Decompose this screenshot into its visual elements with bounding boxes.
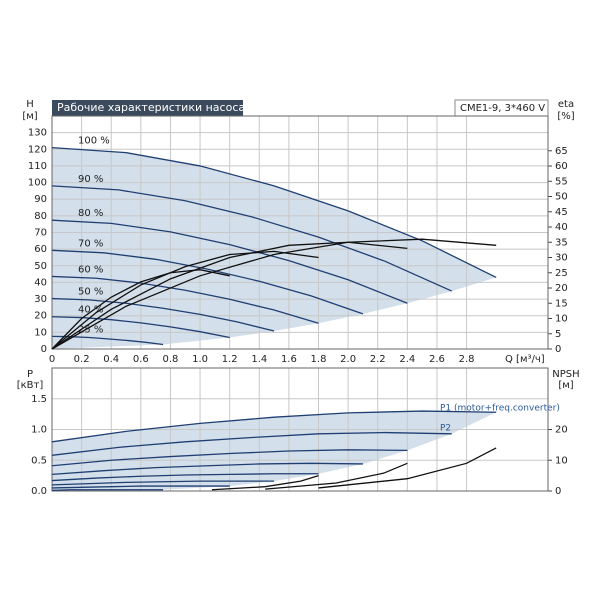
x-label: Q [м³/ч]: [505, 354, 545, 365]
plot-frame: [51, 367, 549, 492]
y-label: P: [27, 369, 33, 380]
x-tick-label: 1.6: [281, 354, 297, 365]
secondary-curve: [51, 269, 230, 350]
x-tick-label: 0.4: [103, 354, 119, 365]
y-tick-label: 130: [28, 128, 47, 139]
y-tick-label: 10: [34, 327, 47, 338]
y2-tick-label: 20: [555, 425, 568, 436]
secondary-curve: [318, 447, 497, 489]
curve: [51, 316, 230, 339]
model-label: CME1-9, 3*460 V: [460, 103, 545, 114]
curve: [51, 473, 319, 482]
curve: [51, 249, 364, 315]
x-tick-label: 1.0: [192, 354, 208, 365]
y-tick-label: 80: [34, 211, 47, 222]
chart-title: Рабочие характеристики насоса: [57, 101, 245, 114]
y-tick-label: 0.0: [31, 486, 47, 497]
x-tick-label: 0.2: [74, 354, 90, 365]
secondary-curve: [265, 462, 408, 490]
y2-tick-label: 55: [555, 176, 568, 187]
x-tick-label: 1.2: [222, 354, 238, 365]
y2-tick-label: 5: [555, 329, 561, 340]
secondary-curve: [51, 238, 497, 350]
y-tick-label: 60: [34, 244, 47, 255]
x-tick-label: 2.0: [340, 354, 356, 365]
curve-label: 50 %: [78, 287, 103, 298]
curve: [51, 480, 275, 486]
y-tick-label: 100: [28, 178, 47, 189]
y-tick-label: 1.5: [31, 394, 47, 405]
curve-label: 60 %: [78, 264, 103, 275]
y-tick-label: 120: [28, 144, 47, 155]
y2-unit: [м]: [558, 380, 573, 391]
curve-label: 90 %: [78, 174, 103, 185]
y-tick-label: 0.5: [31, 455, 47, 466]
y2-tick-label: 30: [555, 253, 568, 264]
x-tick-label: 2.6: [429, 354, 445, 365]
y2-unit: [%]: [557, 111, 574, 122]
y-tick-label: 30: [34, 294, 47, 305]
curve: [51, 449, 408, 467]
curve: [51, 185, 453, 292]
secondary-curve: [51, 241, 408, 350]
curve-label: 40 %: [78, 305, 103, 316]
y-tick-label: 110: [28, 161, 47, 172]
curve: [51, 489, 164, 492]
y2-tick-label: 50: [555, 192, 568, 203]
curve: [51, 431, 452, 456]
y2-label: NPSH: [552, 369, 579, 380]
y2-tick-label: 10: [555, 314, 568, 325]
curve-label: 70 %: [78, 238, 103, 249]
x-tick-label: 2.2: [370, 354, 386, 365]
y-label: H: [26, 99, 34, 110]
y-tick-label: 90: [34, 194, 47, 205]
curve: [51, 146, 497, 279]
y-tick-label: 40: [34, 277, 47, 288]
curve-label: 100 %: [78, 136, 110, 147]
curve: [51, 485, 230, 489]
plot-frame: [51, 115, 549, 350]
curve: [51, 219, 408, 304]
secondary-curve: [51, 250, 319, 350]
y2-tick-label: 40: [555, 222, 568, 233]
curve: [51, 275, 319, 324]
annotation: P1 (motor+freq.converter): [440, 404, 560, 414]
y2-tick-label: 25: [555, 268, 568, 279]
x-tick-label: 1.8: [311, 354, 327, 365]
y2-tick-label: 15: [555, 298, 568, 309]
y-tick-label: 20: [34, 311, 47, 322]
curve: [51, 410, 497, 443]
y-unit: [м]: [22, 111, 37, 122]
x-tick-label: 0: [49, 354, 55, 365]
y2-tick-label: 0: [555, 344, 561, 355]
y2-tick-label: 0: [555, 486, 561, 497]
curve-label: 25 %: [78, 324, 103, 335]
y-tick-label: 50: [34, 261, 47, 272]
x-tick-label: 0.6: [133, 354, 149, 365]
y-unit: [кВт]: [17, 380, 44, 391]
y-tick-label: 70: [34, 228, 47, 239]
x-tick-label: 2.8: [459, 354, 475, 365]
x-tick-label: 1.4: [251, 354, 267, 365]
y2-tick-label: 35: [555, 237, 568, 248]
title-box: [52, 100, 243, 116]
y2-tick-label: 45: [555, 207, 568, 218]
y2-tick-label: 60: [555, 161, 568, 172]
y2-tick-label: 20: [555, 283, 568, 294]
curve-label: 80 %: [78, 208, 103, 219]
x-tick-label: 2.4: [399, 354, 415, 365]
y2-tick-label: 10: [555, 455, 568, 466]
curve: [51, 297, 275, 332]
curve: [51, 462, 363, 476]
annotation: P2: [440, 424, 451, 434]
y-tick-label: 1.0: [31, 425, 47, 436]
y-tick-label: 0: [41, 344, 47, 355]
x-tick-label: 0.8: [162, 354, 178, 365]
secondary-curve: [211, 475, 319, 491]
y2-label: eta: [558, 99, 574, 110]
y2-tick-label: 65: [555, 146, 568, 157]
